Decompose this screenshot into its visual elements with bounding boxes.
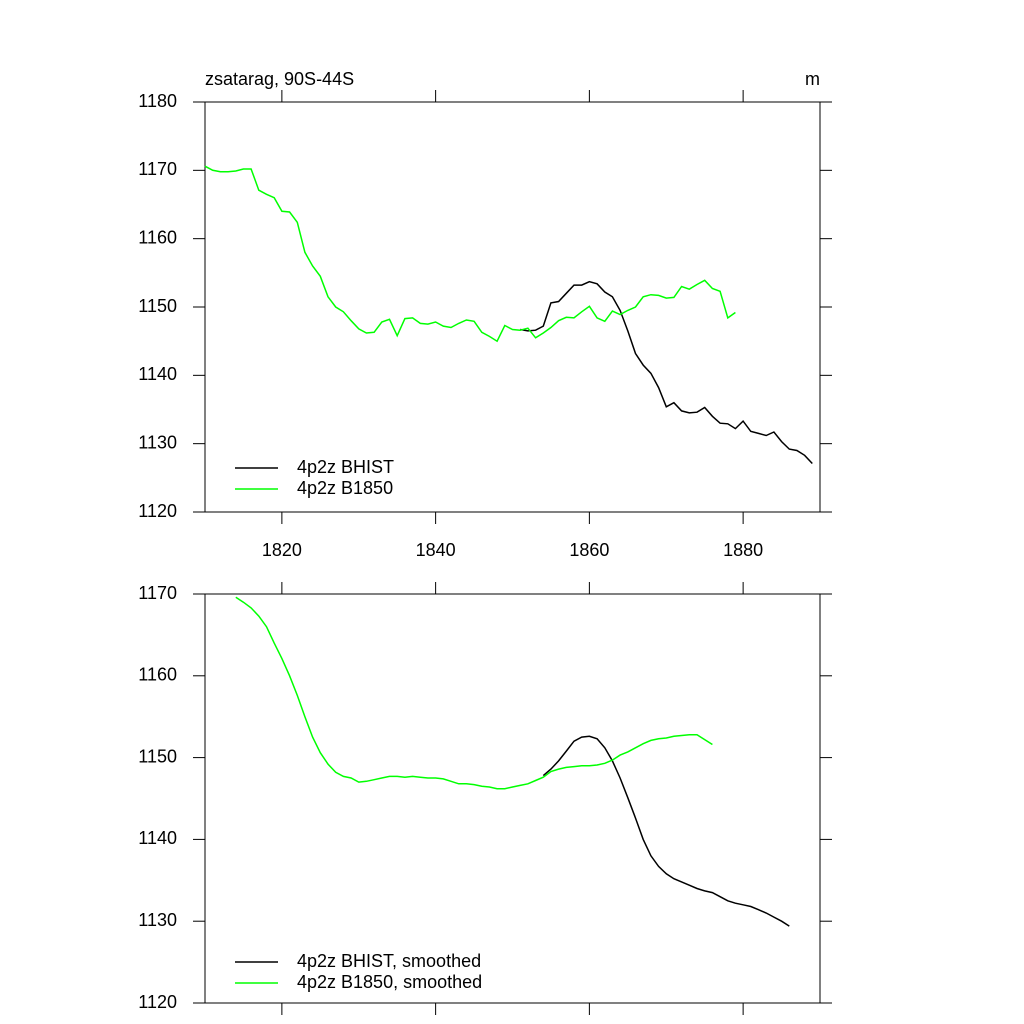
y-tick-label: 1160 xyxy=(138,227,177,247)
series-line xyxy=(520,280,813,465)
series-line xyxy=(542,735,790,927)
y-tick-label: 1170 xyxy=(138,159,177,179)
y-tick-label: 1160 xyxy=(138,665,177,685)
y-tick-label: 1120 xyxy=(138,992,177,1012)
x-tick-label: 1880 xyxy=(723,540,763,560)
plot-frame xyxy=(204,101,821,513)
legend-label: 4p2z B1850, smoothed xyxy=(297,972,482,992)
x-tick-label: 1860 xyxy=(569,540,609,560)
y-tick-label: 1150 xyxy=(138,296,177,316)
legend-label: 4p2z B1850 xyxy=(297,478,393,498)
legend-label: 4p2z BHIST xyxy=(297,457,394,477)
y-tick-label: 1130 xyxy=(138,432,177,452)
y-tick-label: 1180 xyxy=(138,91,177,111)
y-tick-label: 1140 xyxy=(138,364,177,384)
y-tick-label: 1120 xyxy=(138,501,177,521)
units-label: m xyxy=(805,69,820,89)
chart-title: zsatarag, 90S-44S xyxy=(205,69,354,89)
x-tick-label: 1840 xyxy=(416,540,456,560)
x-tick-label: 1820 xyxy=(262,540,302,560)
series-line xyxy=(235,596,713,790)
series-line xyxy=(204,165,736,343)
y-tick-label: 1150 xyxy=(138,746,177,766)
y-tick-label: 1130 xyxy=(138,910,177,930)
plot-frame xyxy=(204,593,821,1004)
y-tick-label: 1170 xyxy=(138,583,177,603)
y-tick-label: 1140 xyxy=(138,828,177,848)
legend-label: 4p2z BHIST, smoothed xyxy=(297,951,481,971)
